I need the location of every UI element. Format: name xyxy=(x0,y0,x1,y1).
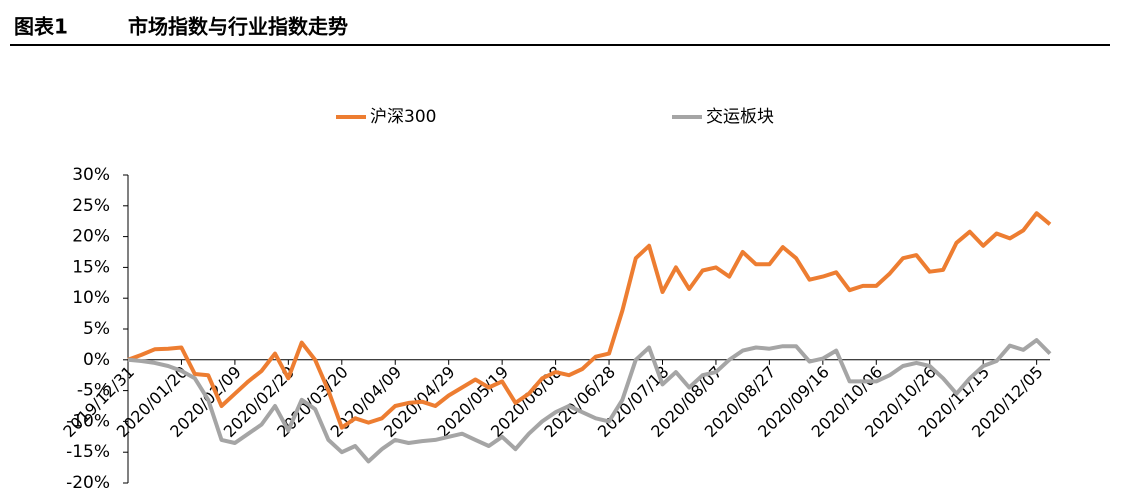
y-tick-label: 30% xyxy=(72,165,110,185)
y-tick-label: 5% xyxy=(83,319,110,339)
y-tick-label: -10% xyxy=(66,411,110,431)
series-line xyxy=(127,338,1052,464)
y-tick-label: 20% xyxy=(72,227,110,247)
chart-title: 市场指数与行业指数走势 xyxy=(128,15,348,39)
y-tick-label: 25% xyxy=(72,196,110,216)
y-tick-label: -20% xyxy=(66,473,110,493)
y-tick-label: -5% xyxy=(77,381,110,401)
legend-label: 沪深300 xyxy=(370,107,436,127)
legend-label: 交运板块 xyxy=(706,107,774,127)
y-tick-label: 10% xyxy=(72,288,110,308)
series-line xyxy=(127,211,1052,430)
y-tick-label: 0% xyxy=(83,350,110,370)
chart-label: 图表1 xyxy=(14,15,68,39)
y-tick-label: -15% xyxy=(66,442,110,462)
y-tick-label: 15% xyxy=(72,257,110,277)
